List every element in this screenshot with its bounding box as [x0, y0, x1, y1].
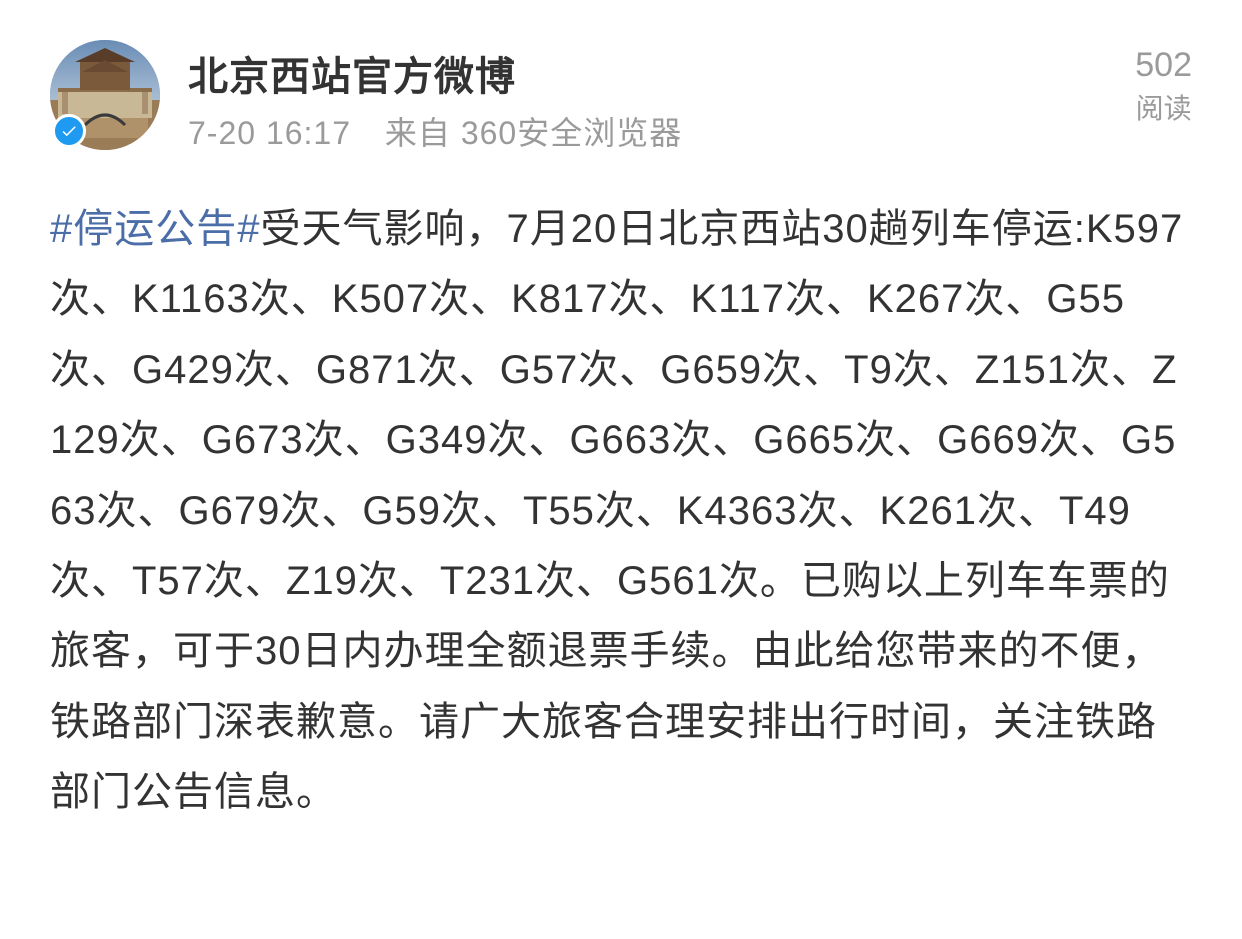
read-count: 502: [1135, 46, 1192, 85]
read-label: 阅读: [1135, 87, 1192, 127]
train-list: K597次、K1163次、K507次、K817次、K117次、K267次、G55…: [50, 207, 1183, 603]
source-prefix: 来自: [385, 115, 451, 151]
post-header: 北京西站官方微博 7-20 16:17 来自 360安全浏览器 502 阅读: [50, 40, 1192, 154]
read-stats[interactable]: 502 阅读: [1135, 40, 1192, 127]
hashtag-link[interactable]: #停运公告#: [50, 207, 261, 251]
content-intro: 受天气影响，7月20日北京西站30趟列车停运:: [261, 207, 1086, 251]
post-meta: 7-20 16:17 来自 360安全浏览器: [188, 108, 1135, 154]
avatar-container[interactable]: [50, 40, 160, 150]
source-app[interactable]: 360安全浏览器: [461, 115, 682, 151]
post-content: #停运公告#受天气影响，7月20日北京西站30趟列车停运:K597次、K1163…: [50, 194, 1192, 828]
verified-badge-icon: [52, 114, 86, 148]
timestamp[interactable]: 7-20 16:17: [188, 115, 351, 151]
title-block: 北京西站官方微博 7-20 16:17 来自 360安全浏览器: [188, 40, 1135, 154]
username[interactable]: 北京西站官方微博: [188, 44, 1135, 102]
